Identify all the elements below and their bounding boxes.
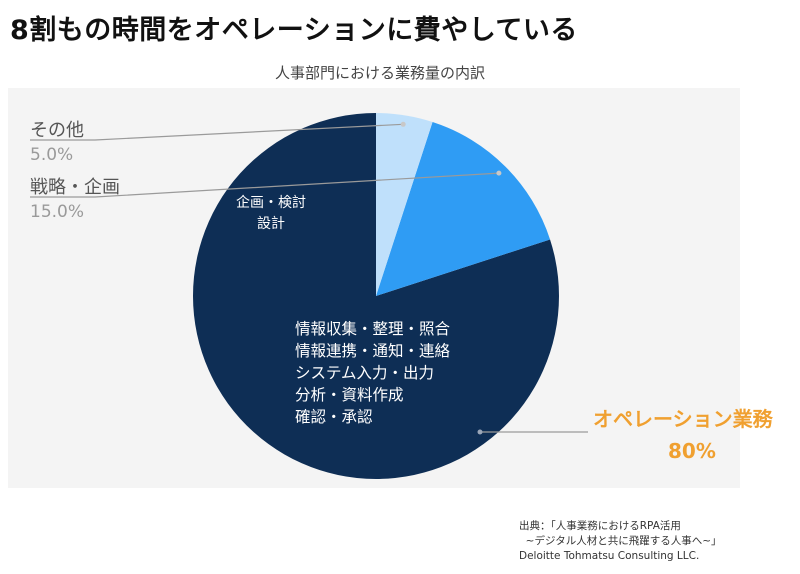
external-label-operation-name: オペレーション業務	[593, 407, 773, 431]
leader-dot-strategy	[496, 170, 502, 176]
slice-label-operation: 情報収集・整理・照合 情報連携・通知・連絡 システム入力・出力 分析・資料作成 …	[295, 318, 450, 428]
slice-label-line: システム入力・出力	[295, 364, 435, 382]
chart-title: 人事部門における業務量の内訳	[274, 64, 485, 82]
slice-label-line: 情報連携・通知・連絡	[295, 342, 451, 360]
source-line: 出典：「人事業務におけるRPA活用	[519, 520, 681, 532]
leader-dot-other	[400, 121, 406, 127]
source-citation: 出典：「人事業務におけるRPA活用 ~デジタル人材と共に飛躍する人事へ~」 De…	[519, 519, 722, 564]
external-label-other-name: その他	[30, 120, 84, 141]
slice-label-line: 企画・検討	[236, 195, 306, 211]
pie-slice-strategy	[376, 121, 551, 297]
source-line: Deloitte Tohmatsu Consulting LLC.	[519, 550, 700, 562]
external-label-strategy-value: 15.0%	[30, 202, 85, 222]
external-label-other-value: 5.0%	[30, 145, 74, 165]
pie-slice-operation	[192, 113, 559, 480]
slice-label-strategy: 企画・検討 設計	[236, 193, 306, 235]
source-line: ~デジタル人材と共に飛躍する人事へ~」	[519, 535, 722, 547]
page-headline: 8割もの時間をオペレーションに費やしている	[10, 15, 578, 46]
leader-line-strategy	[30, 172, 499, 198]
external-label-operation-value: 80%	[668, 439, 716, 463]
external-label-strategy-name: 戦略・企画	[30, 177, 120, 198]
leader-line-other	[30, 123, 404, 141]
slice-label-line: 情報収集・整理・照合	[295, 320, 451, 338]
slice-label-line: 確認・承認	[295, 408, 373, 426]
slice-label-line: 設計	[257, 216, 285, 232]
slice-label-line: 分析・資料作成	[295, 386, 404, 404]
leader-dot-operation	[477, 429, 483, 435]
pie-slice-other	[376, 113, 433, 296]
